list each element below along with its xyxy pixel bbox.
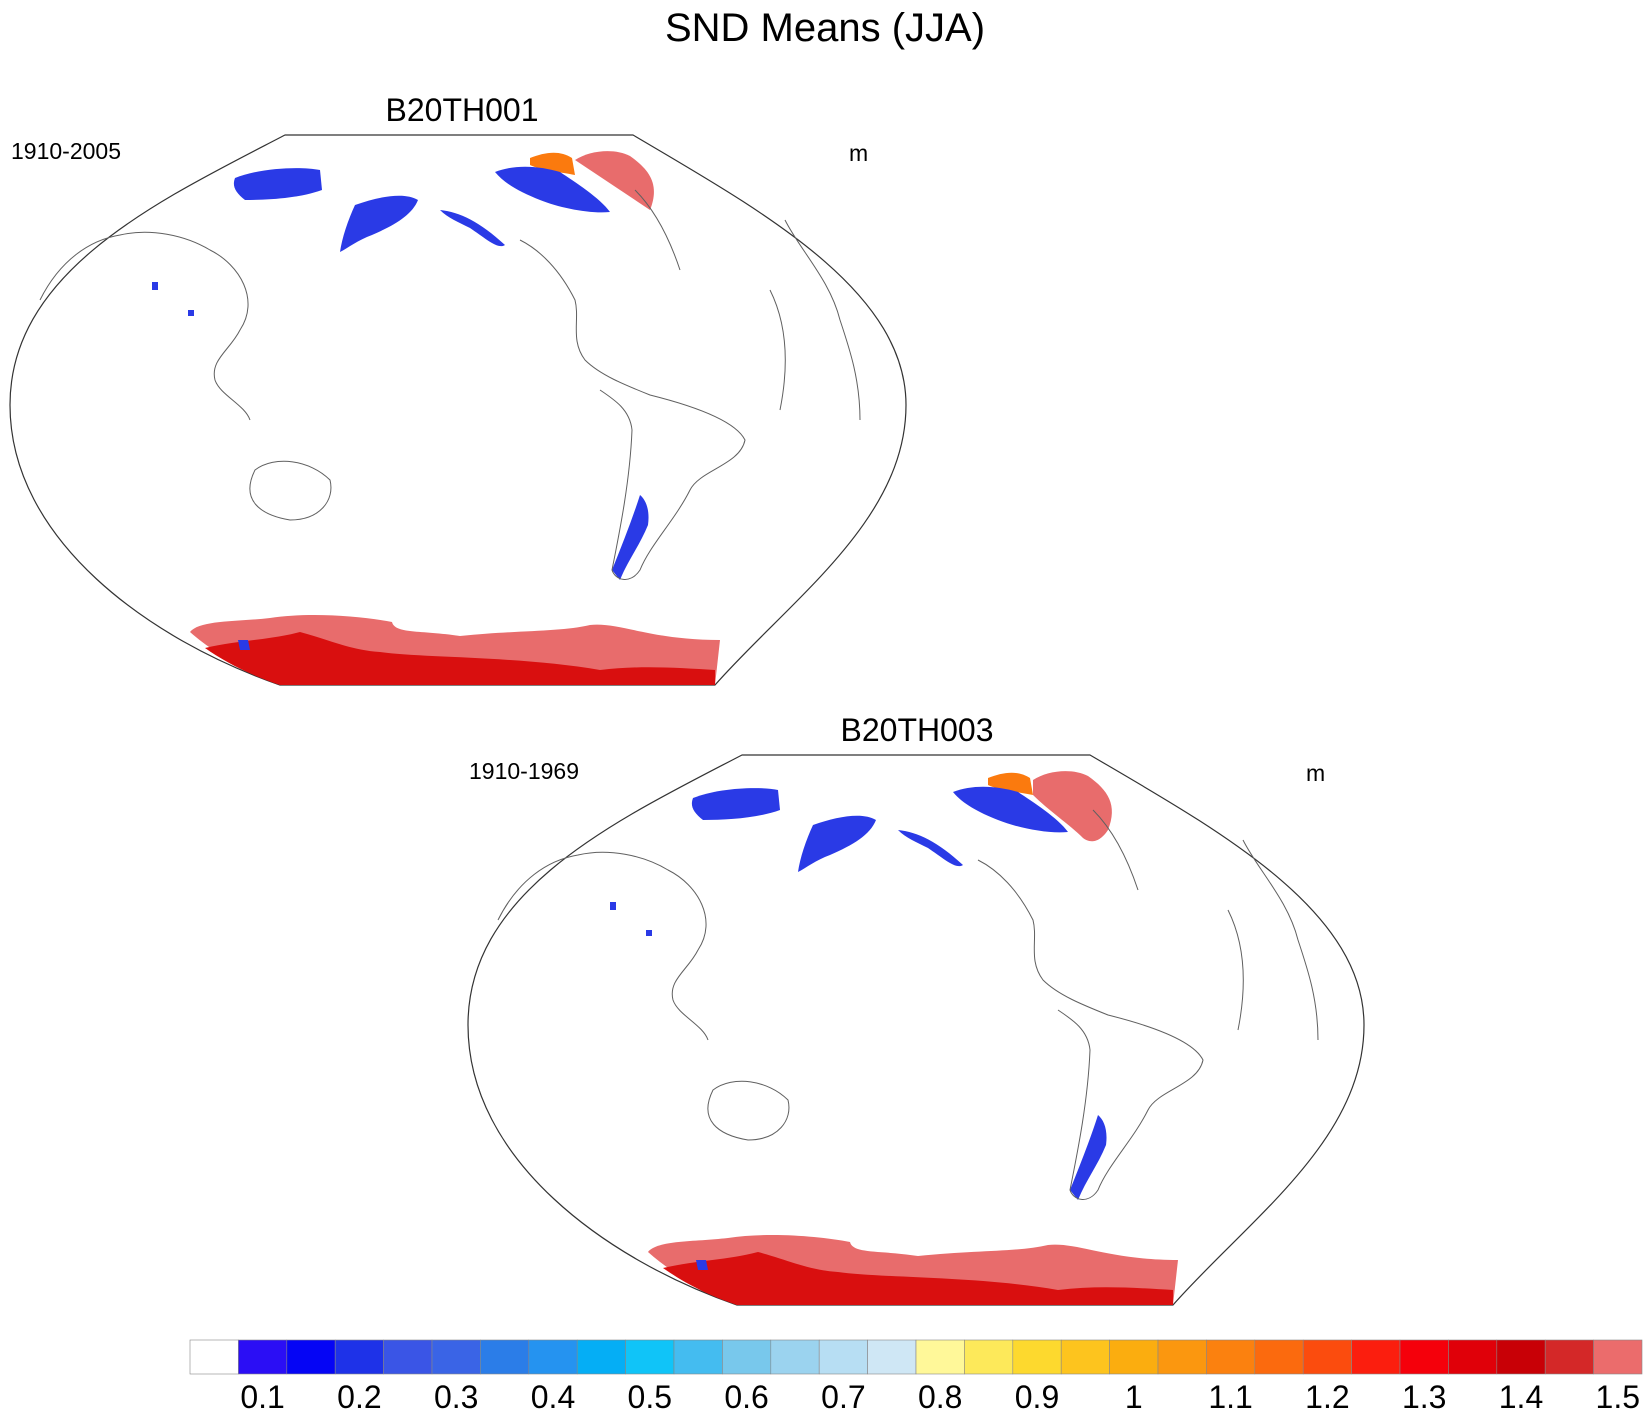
alaska-snow xyxy=(898,830,963,867)
greenland-snow xyxy=(1033,771,1112,842)
colorbar-tick-label: 1.4 xyxy=(1499,1379,1543,1415)
figure-title: SND Means (JJA) xyxy=(664,6,986,50)
colorbar-swatch xyxy=(867,1339,917,1375)
colorbar-swatch xyxy=(1399,1339,1449,1375)
panel-1-period: 1910-2005 xyxy=(11,138,121,164)
panel-2-title: B20TH003 xyxy=(840,712,994,748)
andes-snow xyxy=(1070,1115,1107,1200)
antarctic-peninsula-blue xyxy=(696,1260,708,1270)
colorbar-tick-label: 0.7 xyxy=(821,1379,865,1415)
colorbar-tick-label: 0.9 xyxy=(1015,1379,1059,1415)
colorbar-swatch xyxy=(1012,1339,1062,1375)
colorbar-swatch xyxy=(528,1339,578,1375)
colorbar-swatch xyxy=(286,1339,336,1375)
coastlines xyxy=(39,189,861,580)
colorbar: 0.1 0.2 0.3 0.4 0.5 0.6 0.7 0.8 0.9 1 1.1 1.2 1.3 1.4… xyxy=(189,1339,1643,1415)
colorbar-tick-label: 1.3 xyxy=(1402,1379,1446,1415)
colorbar-swatch xyxy=(383,1339,433,1375)
panel-2-units: m xyxy=(1306,760,1326,786)
colorbar-swatch xyxy=(1593,1339,1643,1375)
colorbar-swatch xyxy=(818,1339,868,1375)
colorbar-swatch xyxy=(1206,1339,1256,1375)
panel-1-units: m xyxy=(849,140,869,166)
colorbar-swatch xyxy=(1351,1339,1401,1375)
colorbar-swatch xyxy=(722,1339,772,1375)
colorbar-swatch xyxy=(915,1339,965,1375)
andes-snow xyxy=(612,495,649,580)
greenland-snow xyxy=(575,151,654,210)
colorbar-swatch xyxy=(480,1339,530,1375)
colorbar-swatch xyxy=(1496,1339,1546,1375)
asia-snow-dots xyxy=(610,902,652,936)
colorbar-tick-label: 0.4 xyxy=(531,1379,575,1415)
coastlines xyxy=(497,809,1319,1200)
colorbar-tick-label: 0.6 xyxy=(724,1379,768,1415)
antarctica-deep-snow xyxy=(205,632,715,685)
east-siberia-snow xyxy=(340,195,418,252)
colorbar-swatch xyxy=(576,1339,626,1375)
colorbar-tick-label: 0.1 xyxy=(240,1379,284,1415)
siberia-snow xyxy=(691,788,780,820)
colorbar-tick-label: 1 xyxy=(1125,1379,1143,1415)
colorbar-swatch xyxy=(770,1339,820,1375)
colorbar-swatch xyxy=(1448,1339,1498,1375)
asia-snow-dots xyxy=(152,282,194,316)
antarctica-deep-snow xyxy=(663,1252,1173,1305)
siberia-snow xyxy=(233,168,322,200)
colorbar-swatch xyxy=(1254,1339,1304,1375)
colorbar-swatch xyxy=(334,1339,384,1375)
panel-1-title: B20TH001 xyxy=(385,92,539,128)
east-siberia-snow xyxy=(798,815,876,872)
panel-1-map xyxy=(9,134,907,686)
panel-2-map xyxy=(467,754,1365,1306)
colorbar-tick-label: 0.8 xyxy=(918,1379,962,1415)
greenland-edge xyxy=(988,772,1033,795)
panel-2-period: 1910-1969 xyxy=(469,758,579,784)
colorbar-swatch xyxy=(189,1339,239,1375)
colorbar-tick-label: 0.5 xyxy=(628,1379,672,1415)
colorbar-swatch xyxy=(673,1339,723,1375)
colorbar-swatch xyxy=(238,1339,288,1375)
canada-snow xyxy=(953,786,1068,833)
colorbar-tick-label: 0.3 xyxy=(434,1379,478,1415)
colorbar-tick-label: 1.2 xyxy=(1305,1379,1349,1415)
colorbar-swatch xyxy=(431,1339,481,1375)
colorbar-swatch xyxy=(1109,1339,1159,1375)
colorbar-tick-label: 1.5 xyxy=(1596,1379,1640,1415)
alaska-snow xyxy=(440,210,505,247)
canada-snow xyxy=(495,166,610,213)
greenland-edge xyxy=(530,152,575,175)
colorbar-swatch xyxy=(1060,1339,1110,1375)
colorbar-swatch xyxy=(1157,1339,1207,1375)
colorbar-swatch xyxy=(1302,1339,1352,1375)
colorbar-tick-label: 0.2 xyxy=(337,1379,381,1415)
colorbar-swatch xyxy=(1544,1339,1594,1375)
antarctic-peninsula-blue xyxy=(238,640,250,650)
colorbar-tick-label: 1.1 xyxy=(1208,1379,1252,1415)
colorbar-swatch xyxy=(625,1339,675,1375)
colorbar-swatch xyxy=(964,1339,1014,1375)
